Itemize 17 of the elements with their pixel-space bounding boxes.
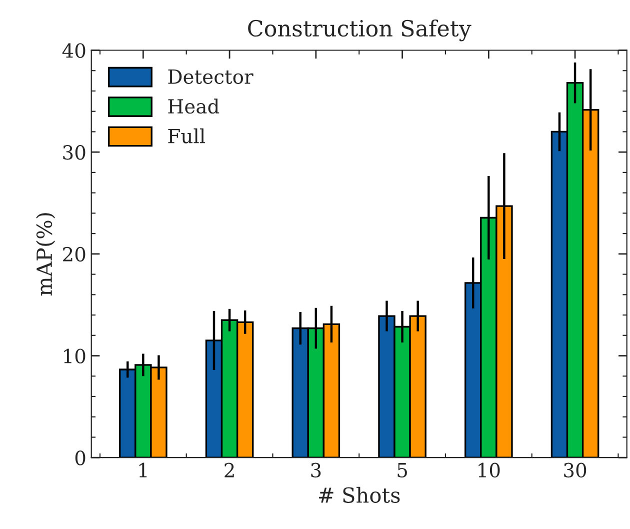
legend-label: Head: [168, 98, 220, 114]
y-axis-title: mAP(%): [36, 213, 56, 296]
chart-title: Construction Safety: [248, 19, 472, 42]
x-tick-label: 2: [224, 462, 234, 478]
legend-label: Detector: [168, 70, 254, 84]
y-tick-label: 10: [64, 348, 86, 364]
y-tick-label: 20: [63, 246, 86, 262]
x-tick-label: 10: [478, 462, 500, 478]
y-tick-label: 0: [75, 450, 86, 466]
x-axis-title: # Shots: [319, 486, 400, 503]
x-tick-label: 3: [311, 462, 321, 478]
x-tick-label: 1: [139, 462, 147, 478]
x-tick-label: 5: [398, 463, 407, 478]
legend-label: Full: [168, 128, 206, 144]
y-tick-label: 30: [63, 145, 86, 160]
x-tick-label: 30: [564, 462, 586, 478]
y-tick-label: 40: [62, 43, 86, 58]
